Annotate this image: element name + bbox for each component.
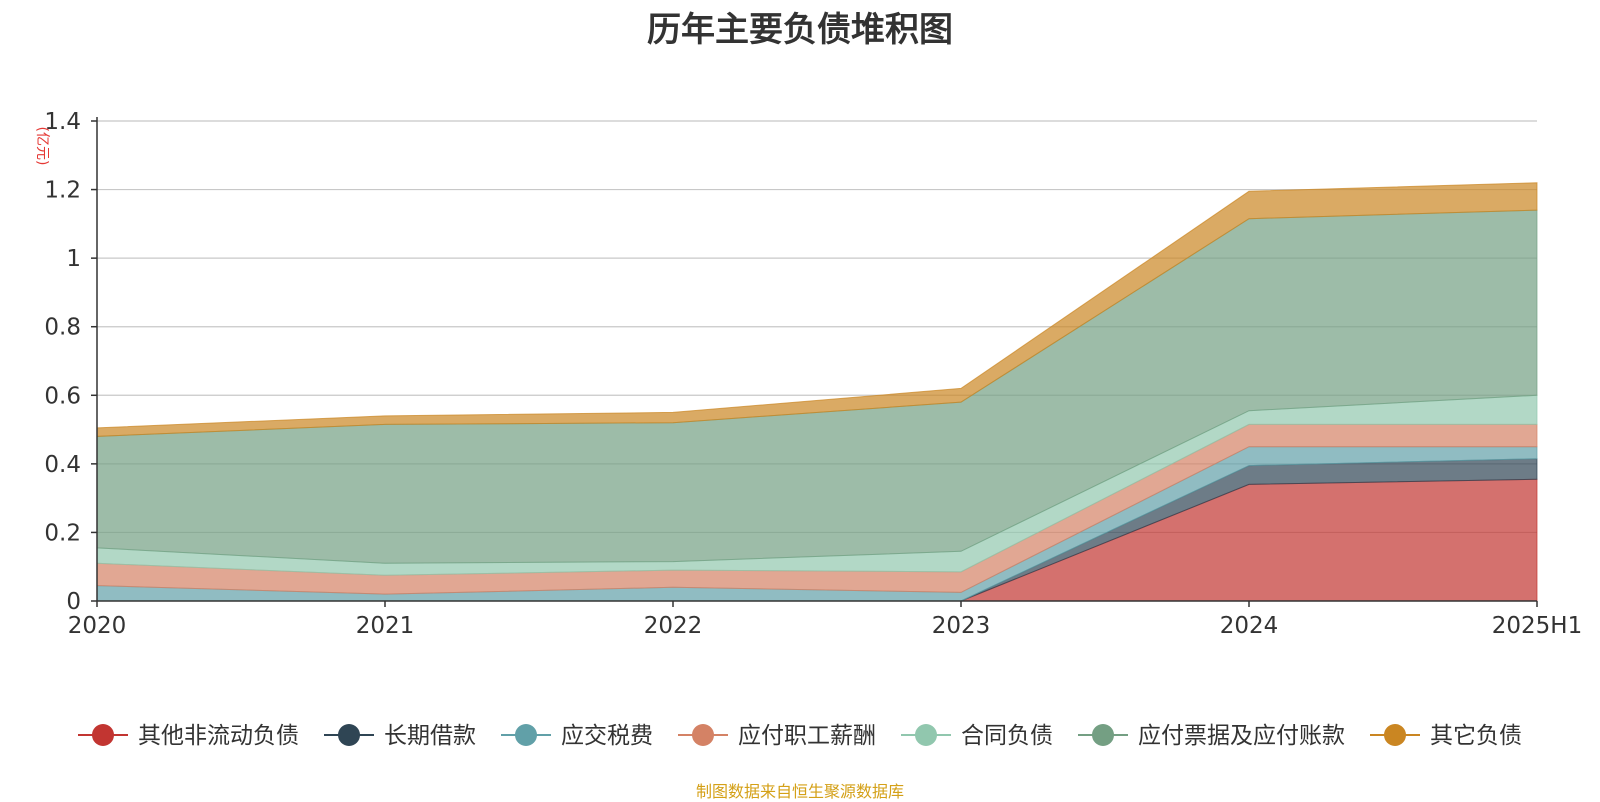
legend-item[interactable]: 其他非流动负债 — [78, 723, 299, 749]
y-tick-label: 1.4 — [44, 109, 81, 135]
y-tick-label: 1 — [66, 246, 81, 272]
legend-marker-icon — [915, 724, 937, 746]
y-tick-label: 0.4 — [44, 452, 81, 478]
legend-marker-icon — [1092, 724, 1114, 746]
legend-item[interactable]: 应付票据及应付账款 — [1078, 723, 1345, 749]
legend-item[interactable]: 应交税费 — [501, 723, 653, 749]
y-tick-label: 0 — [66, 589, 81, 615]
x-tick-label: 2021 — [356, 613, 415, 639]
chart-title: 历年主要负债堆积图 — [647, 10, 953, 50]
legend-marker-icon — [1384, 724, 1406, 746]
y-tick-label: 1.2 — [44, 178, 81, 204]
legend-label: 应付票据及应付账款 — [1138, 723, 1345, 749]
source-note: 制图数据来自恒生聚源数据库 — [695, 782, 904, 801]
x-tick-label: 2020 — [68, 613, 127, 639]
area-series — [96, 182, 1538, 602]
x-tick-label: 2022 — [644, 613, 703, 639]
axes: 0 0.2 0.4 0.6 0.8 1 1.2 1.4 2020 2021 2022 2023 2024… — [34, 109, 1582, 639]
legend-label: 合同负债 — [961, 723, 1053, 749]
legend-label: 其它负债 — [1430, 723, 1522, 749]
y-tick-label: 0.2 — [44, 520, 81, 546]
x-tick-label: 2024 — [1220, 613, 1279, 639]
y-tick-label: 0.6 — [44, 383, 81, 409]
legend-item[interactable]: 其它负债 — [1370, 723, 1522, 749]
legend-marker-icon — [338, 724, 360, 746]
legend[interactable]: 其他非流动负债 长期借款 应交税费 应付职工薪酬 合同负债 应付票据及应付账款 其它负债 — [78, 723, 1522, 749]
legend-label: 长期借款 — [384, 723, 476, 749]
legend-item[interactable]: 长期借款 — [324, 723, 476, 749]
y-unit-label: (亿元) — [34, 127, 50, 166]
legend-label: 应付职工薪酬 — [738, 723, 876, 749]
y-tick-label: 0.8 — [44, 315, 81, 341]
legend-label: 其他非流动负债 — [138, 723, 299, 749]
area-其它负债[interactable] — [96, 182, 1538, 437]
legend-marker-icon — [515, 724, 537, 746]
x-tick-label: 2023 — [932, 613, 991, 639]
legend-label: 应交税费 — [561, 723, 653, 749]
x-tick-label: 2025H1 — [1492, 613, 1582, 639]
legend-marker-icon — [692, 724, 714, 746]
legend-item[interactable]: 应付职工薪酬 — [678, 723, 876, 749]
legend-item[interactable]: 合同负债 — [901, 723, 1053, 749]
legend-marker-icon — [92, 724, 114, 746]
